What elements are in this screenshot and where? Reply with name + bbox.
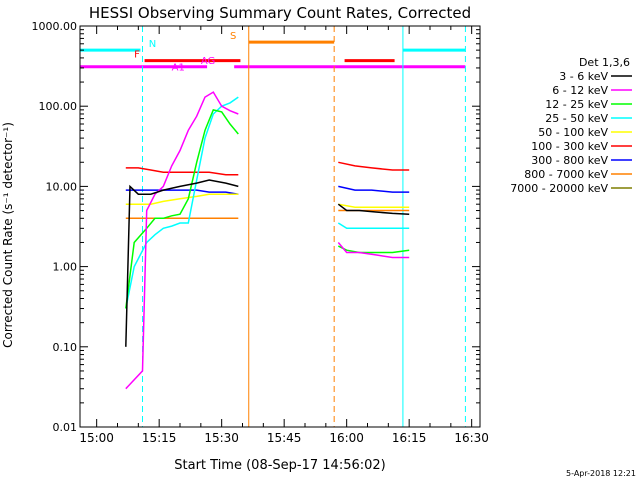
y-tick-label: 100.00 — [39, 100, 78, 113]
legend-label: 50 - 100 keV — [538, 126, 608, 139]
series-line — [125, 179, 239, 347]
series-line — [337, 245, 410, 254]
annotation-s: S — [230, 31, 236, 42]
series-line — [125, 189, 239, 195]
annotation-ag: AG — [201, 56, 215, 67]
legend-label: 12 - 25 keV — [545, 98, 608, 111]
x-tick-label: 15:00 — [79, 431, 114, 445]
y-tick-label: 1.00 — [53, 261, 78, 274]
x-axis-label: Start Time (08-Sep-17 14:56:02) — [174, 458, 385, 473]
legend-label: 7000 - 20000 keV — [510, 182, 608, 195]
legend-label: 6 - 12 keV — [552, 84, 608, 97]
axes: 0.01 0.10 1.00 10.00 100.00 1000.00 15:00 15:15… — [32, 20, 489, 445]
footer-date: 5-Apr-2018 12:21 — [566, 469, 636, 478]
y-tick-label: 10.00 — [46, 180, 78, 193]
x-tick-label: 15:30 — [204, 431, 239, 445]
legend-label: 100 - 300 keV — [531, 140, 608, 153]
x-tick-label: 16:15 — [392, 431, 427, 445]
series-line — [338, 185, 410, 193]
series-line — [337, 222, 410, 230]
series-line — [125, 167, 239, 176]
chart-title: HESSI Observing Summary Count Rates, Cor… — [89, 4, 471, 22]
legend-label: 3 - 6 keV — [559, 70, 608, 83]
x-tick-label: 15:45 — [267, 431, 302, 445]
plot-area: NF AG A1 S — [80, 26, 466, 427]
legend-label: 25 - 50 keV — [545, 112, 608, 125]
y-axis-label: Corrected Count Rate (s⁻¹ detector⁻¹) — [1, 122, 15, 348]
annotation-f: F — [134, 50, 140, 61]
annotation-a1: A1 — [172, 63, 185, 74]
y-tick-label: 1000.00 — [32, 20, 78, 33]
x-tick-label: 16:00 — [329, 431, 364, 445]
y-tick-label: 0.01 — [53, 421, 78, 434]
series-line — [337, 242, 410, 259]
legend-label: 300 - 800 keV — [531, 154, 608, 167]
plot-frame — [79, 25, 481, 428]
series-line — [125, 91, 239, 390]
series-line — [125, 109, 239, 309]
legend-title: Det 1,3,6 — [579, 56, 630, 69]
series-line — [125, 193, 239, 205]
annotation-n: N — [149, 39, 156, 50]
series-line — [338, 203, 410, 208]
legend-label: 800 - 7000 keV — [524, 168, 608, 181]
series-line — [337, 203, 410, 215]
x-tick-label: 15:15 — [142, 431, 177, 445]
series-line — [125, 96, 239, 309]
series-line — [338, 161, 410, 171]
y-tick-label: 0.10 — [53, 341, 78, 354]
x-tick-label: 16:30 — [454, 431, 489, 445]
